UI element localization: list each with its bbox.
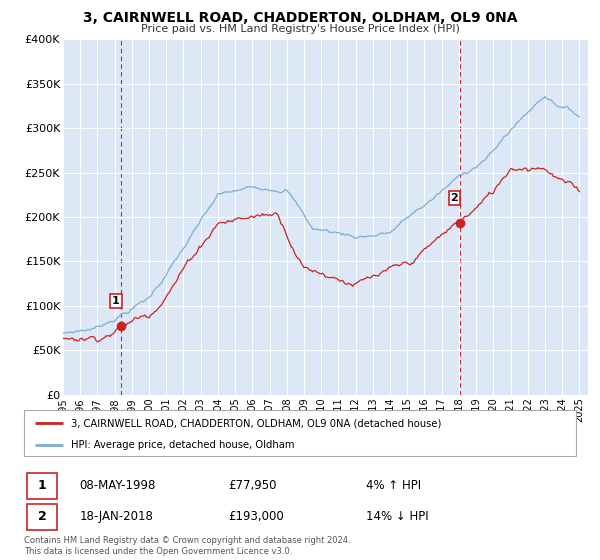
- Text: £77,950: £77,950: [228, 479, 277, 492]
- Text: £193,000: £193,000: [228, 510, 284, 523]
- Text: 3, CAIRNWELL ROAD, CHADDERTON, OLDHAM, OL9 0NA: 3, CAIRNWELL ROAD, CHADDERTON, OLDHAM, O…: [83, 11, 517, 25]
- Text: 1: 1: [38, 479, 46, 492]
- Text: 3, CAIRNWELL ROAD, CHADDERTON, OLDHAM, OL9 0NA (detached house): 3, CAIRNWELL ROAD, CHADDERTON, OLDHAM, O…: [71, 418, 441, 428]
- Text: 14% ↓ HPI: 14% ↓ HPI: [366, 510, 429, 523]
- Text: Contains HM Land Registry data © Crown copyright and database right 2024.
This d: Contains HM Land Registry data © Crown c…: [24, 536, 350, 556]
- Text: 4% ↑ HPI: 4% ↑ HPI: [366, 479, 421, 492]
- FancyBboxPatch shape: [27, 473, 57, 499]
- Text: 2: 2: [451, 193, 458, 203]
- Text: HPI: Average price, detached house, Oldham: HPI: Average price, detached house, Oldh…: [71, 440, 295, 450]
- FancyBboxPatch shape: [24, 410, 576, 456]
- Text: Price paid vs. HM Land Registry's House Price Index (HPI): Price paid vs. HM Land Registry's House …: [140, 24, 460, 34]
- Text: 18-JAN-2018: 18-JAN-2018: [79, 510, 153, 523]
- Text: 08-MAY-1998: 08-MAY-1998: [79, 479, 155, 492]
- Text: 1: 1: [112, 296, 120, 306]
- FancyBboxPatch shape: [27, 503, 57, 530]
- Text: 2: 2: [38, 510, 46, 523]
